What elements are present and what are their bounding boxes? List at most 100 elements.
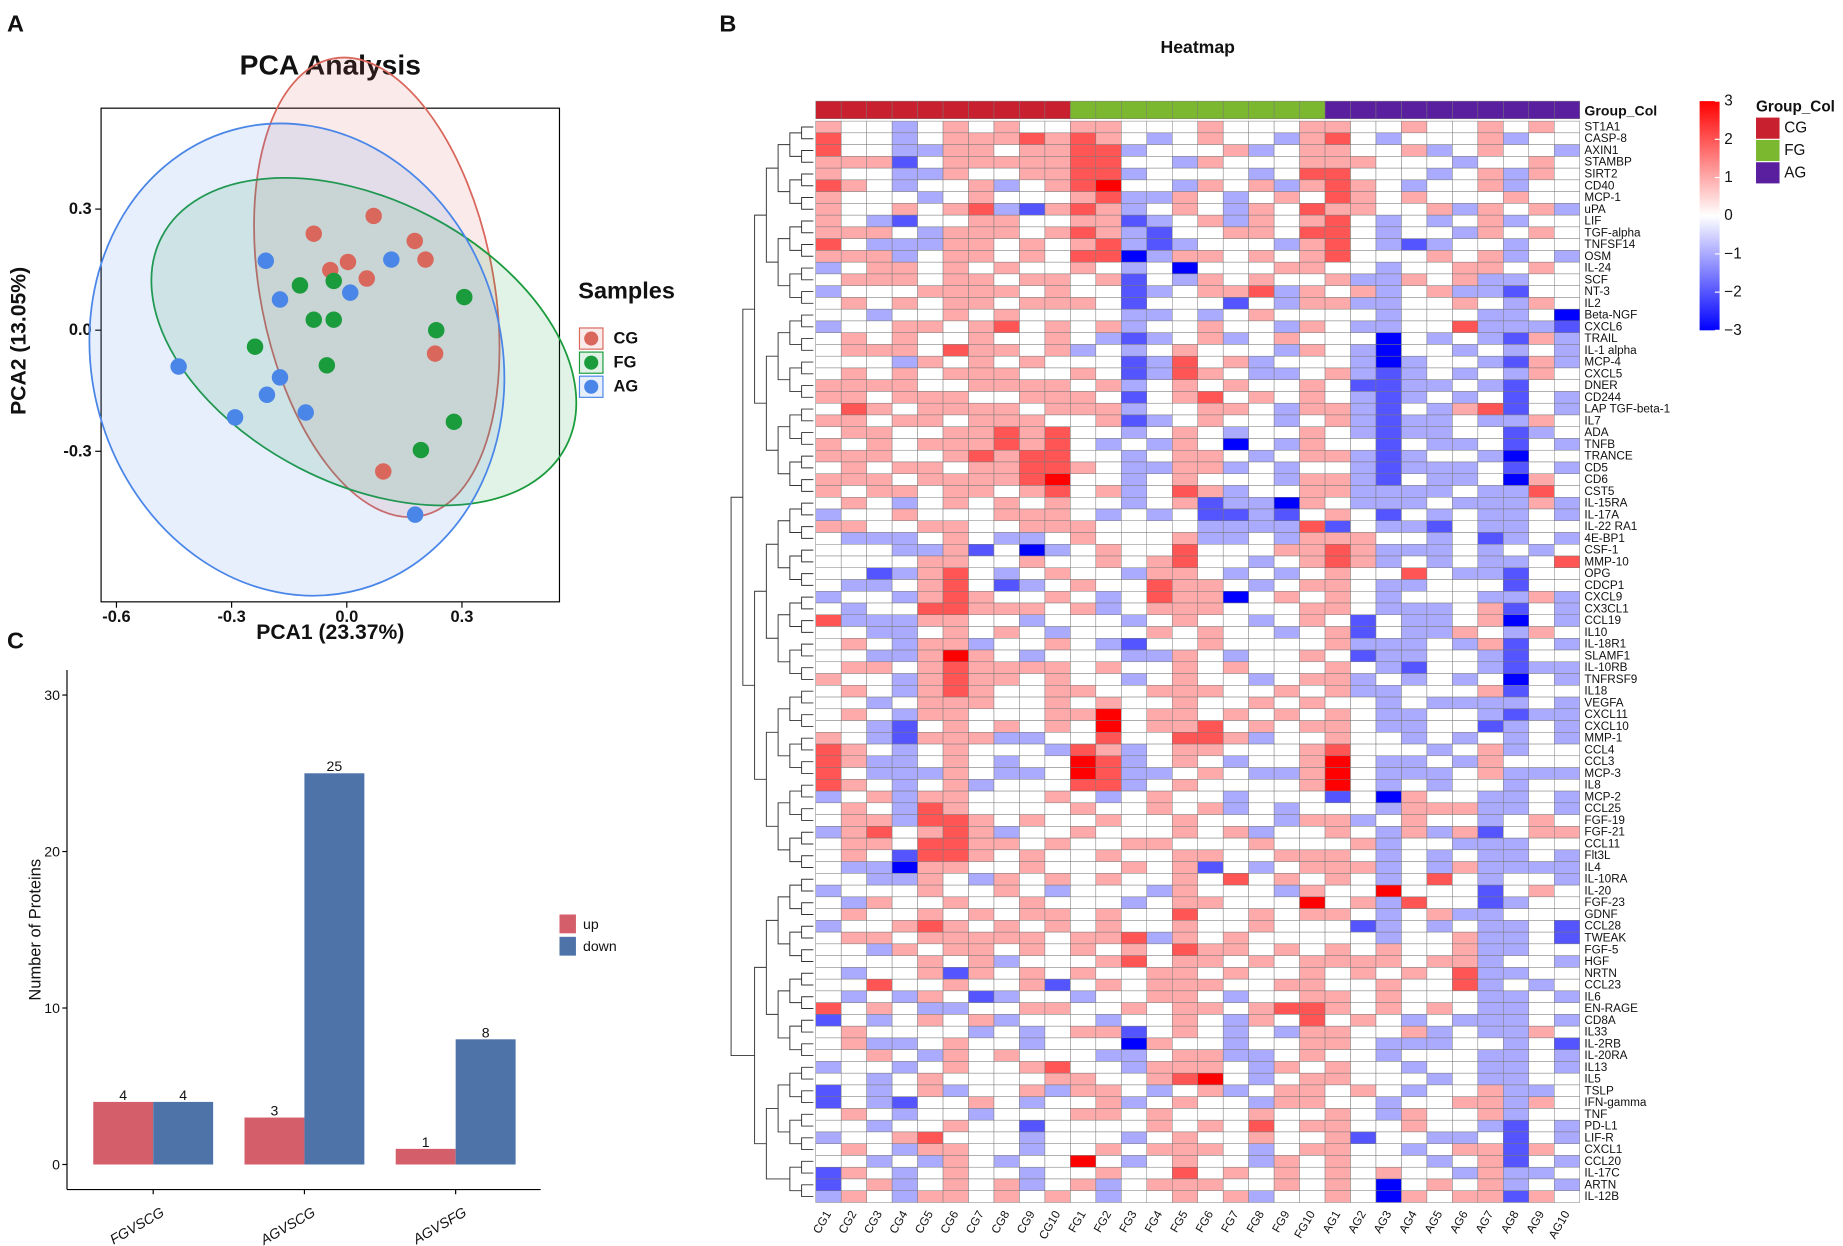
- heatmap-cell: [1299, 802, 1326, 815]
- group-cell: [1401, 100, 1428, 119]
- heatmap-cell: [993, 591, 1020, 604]
- heatmap-cell: [1121, 802, 1148, 815]
- heatmap-cell: [1477, 1072, 1504, 1086]
- heatmap-cell: [1299, 920, 1326, 933]
- heatmap-cell: [993, 473, 1020, 486]
- heatmap-cell: [1070, 967, 1097, 980]
- heatmap-cell: [1044, 1096, 1071, 1109]
- heatmap-cell: [1197, 156, 1224, 169]
- heatmap-cell: [1401, 884, 1428, 898]
- heatmap-cell: [1554, 285, 1580, 298]
- heatmap-cell: [1044, 1072, 1071, 1086]
- heatmap-cell: [1528, 708, 1555, 721]
- heatmap-cell: [1477, 685, 1504, 698]
- heatmap-cell: [968, 849, 995, 862]
- heatmap-cell: [1554, 461, 1580, 474]
- heatmap-cell: [1044, 1143, 1071, 1156]
- dendrogram-branch: [801, 855, 814, 868]
- heatmap-cell: [1044, 379, 1071, 392]
- heatmap-cell: [1452, 861, 1479, 874]
- heatmap-cell: [1044, 943, 1071, 956]
- heatmap-cell: [1146, 732, 1173, 745]
- heatmap-cell: [866, 485, 893, 498]
- heatmap-cell: [1044, 1155, 1071, 1168]
- heatmap-cell: [1146, 320, 1173, 333]
- dendrogram-branch: [801, 314, 814, 328]
- heatmap-cell: [1248, 1178, 1275, 1191]
- heatmap-cell: [1172, 814, 1198, 827]
- heatmap-cell: [1350, 673, 1377, 686]
- heatmap-cell: [1426, 1014, 1453, 1027]
- heatmap-cell: [1324, 861, 1351, 874]
- heatmap-cell: [1273, 438, 1300, 451]
- heatmap-cell: [1452, 755, 1479, 768]
- heatmap-cell: [1375, 544, 1402, 557]
- heatmap-cell: [1401, 1049, 1428, 1062]
- heatmap-cell: [1273, 591, 1300, 604]
- heatmap-cell: [815, 520, 842, 533]
- heatmap-cell: [1350, 1002, 1377, 1015]
- heatmap-cell: [1222, 661, 1249, 674]
- heatmap-cell: [1503, 849, 1530, 862]
- heatmap-cell: [1375, 167, 1402, 181]
- heatmap-cell: [1019, 732, 1046, 745]
- heatmap-cell: [1172, 1155, 1198, 1168]
- heatmap-cell: [1375, 1096, 1402, 1109]
- heatmap-cell: [993, 978, 1020, 992]
- heatmap-cell: [866, 873, 893, 886]
- heatmap-cell: [1044, 132, 1071, 145]
- heatmap-cell: [1095, 1178, 1122, 1191]
- heatmap-cell: [993, 685, 1020, 698]
- heatmap-cell: [1248, 402, 1275, 416]
- heatmap-cell: [1452, 496, 1479, 510]
- heatmap-cell: [1528, 426, 1555, 439]
- legend-key: [559, 914, 576, 934]
- heatmap-cell: [1528, 696, 1555, 710]
- heatmap-cell: [1477, 1061, 1504, 1074]
- heatmap-cell: [1146, 990, 1173, 1003]
- heatmap-cell: [1095, 720, 1122, 733]
- heatmap-cell: [1095, 814, 1122, 827]
- heatmap-cell: [1350, 884, 1377, 898]
- heatmap-cell: [1248, 461, 1275, 474]
- heatmap-cell: [1222, 732, 1249, 745]
- heatmap-cell: [993, 826, 1020, 839]
- heatmap-cell: [1095, 931, 1122, 945]
- heatmap-cell: [1070, 179, 1097, 192]
- heatmap-cell: [1350, 567, 1377, 580]
- dendrogram-branch: [765, 167, 779, 263]
- heatmap-cell: [942, 555, 969, 568]
- point: [226, 409, 244, 426]
- dendrogram-branch: [801, 573, 814, 586]
- heatmap-cell: [866, 544, 893, 557]
- heatmap-cell: [968, 931, 995, 945]
- heatmap-cell: [840, 214, 867, 228]
- heatmap-cell: [1121, 544, 1148, 557]
- heatmap-cell: [1095, 414, 1122, 427]
- heatmap-cell: [1197, 120, 1224, 134]
- heatmap-cell: [993, 544, 1020, 557]
- heatmap-cell: [1070, 520, 1097, 533]
- legend-label: FG: [614, 354, 637, 372]
- heatmap-cell: [1095, 250, 1122, 263]
- row-label: ADA: [1584, 426, 1608, 439]
- heatmap-cell: [917, 814, 944, 827]
- heatmap-cell: [1070, 943, 1097, 956]
- heatmap-cell: [1222, 273, 1249, 286]
- heatmap-cell: [891, 708, 918, 721]
- heatmap-cell: [993, 732, 1020, 745]
- heatmap-cell: [815, 120, 842, 134]
- heatmap-cell: [1426, 1049, 1453, 1062]
- heatmap-cell: [1019, 120, 1046, 134]
- heatmap-cell: [1426, 1061, 1453, 1074]
- dendrogram-branch: [801, 126, 814, 140]
- heatmap-cell: [1172, 955, 1198, 968]
- heatmap-cell: [993, 743, 1020, 757]
- heatmap-cell: [866, 473, 893, 486]
- heatmap-cell: [993, 708, 1020, 721]
- heatmap-cell: [917, 708, 944, 721]
- heatmap-cell: [968, 779, 995, 792]
- heatmap-cell: [1401, 438, 1428, 451]
- heatmap-cell: [1401, 344, 1428, 357]
- heatmap-cell: [1299, 414, 1326, 427]
